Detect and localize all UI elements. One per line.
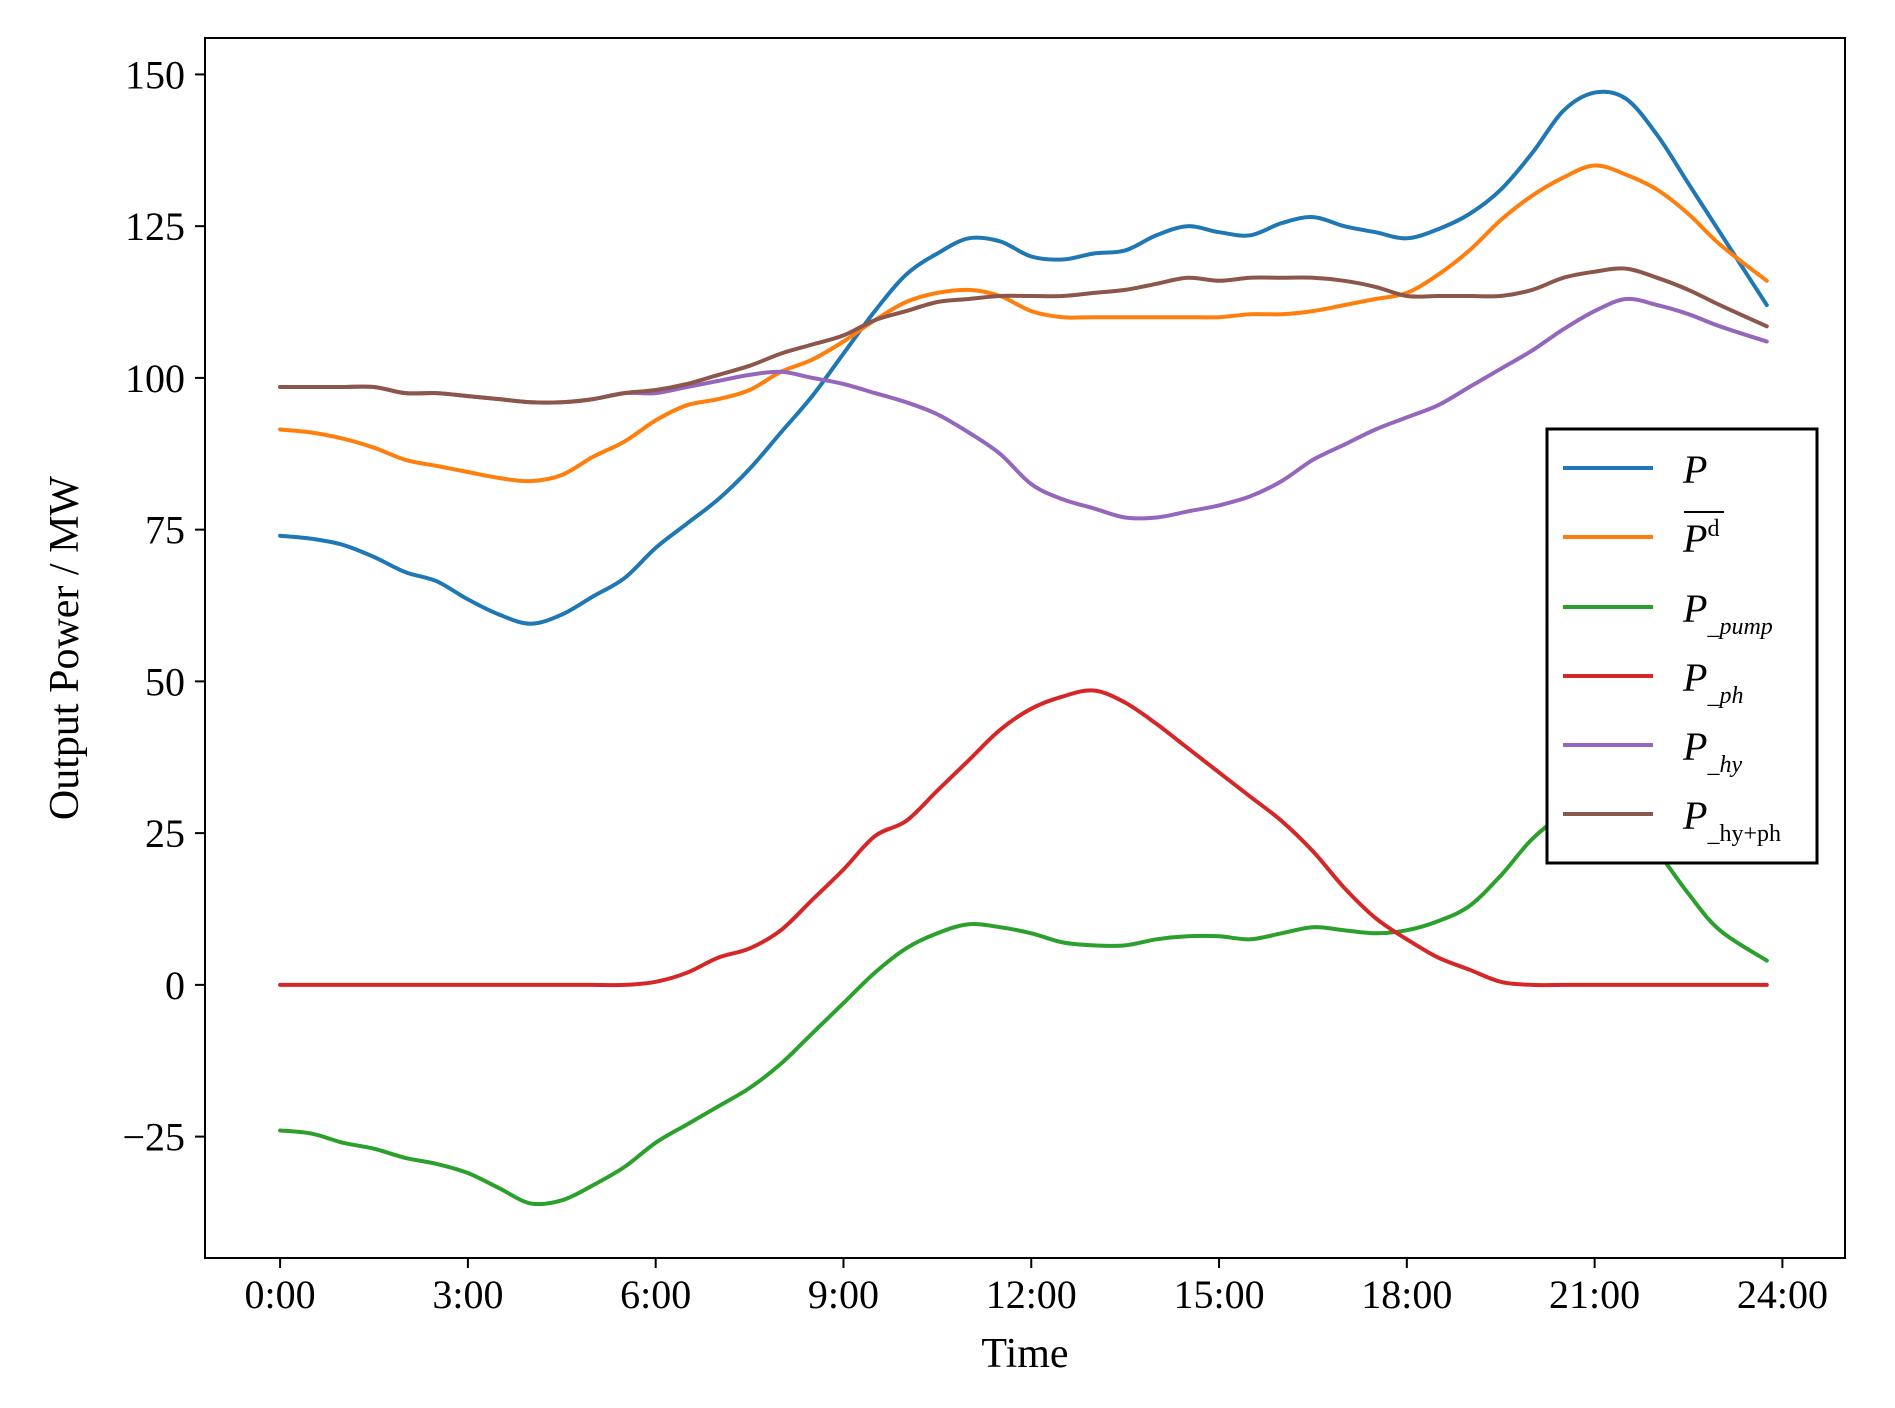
y-tick-label: 25 [145, 811, 185, 856]
series-line-2 [278, 800, 1769, 1207]
y-tick-label: 50 [145, 659, 185, 704]
y-tick-label: 100 [125, 356, 185, 401]
x-tick-label: 15:00 [1173, 1272, 1264, 1317]
legend-label-pd: Pd [1682, 516, 1719, 561]
legend-label-ph-sub: _ph [1706, 683, 1743, 709]
x-axis: 0:00 3:00 6:00 9:00 12:00 15:00 18:00 21:00 24:0… [245, 1258, 1828, 1317]
x-tick-label: 9:00 [808, 1272, 879, 1317]
x-tick-label: 0:00 [245, 1272, 316, 1317]
y-tick-label: 125 [125, 204, 185, 249]
y-axis-label: Output Power / MW [42, 476, 88, 821]
legend-label-pd-main: P [1682, 516, 1707, 561]
legend-label-pd-sup: d [1707, 516, 1719, 542]
legend-box [1545, 427, 1819, 865]
legend-label-ph-main: P [1682, 655, 1707, 700]
x-tick-label: 6:00 [620, 1272, 691, 1317]
y-tick-label: 150 [125, 52, 185, 97]
series-line-3 [278, 688, 1769, 988]
series-line-5 [278, 266, 1769, 405]
y-tick-label: 0 [165, 963, 185, 1008]
x-tick-label: 12:00 [986, 1272, 1077, 1317]
legend-label-hy: P_hy [1682, 724, 1742, 778]
legend-label-hy-main: P [1682, 724, 1707, 769]
legend-label-pump: P_pump [1682, 586, 1773, 640]
series-line-0 [278, 89, 1769, 626]
x-tick-label: 18:00 [1361, 1272, 1452, 1317]
y-tick-label: −25 [122, 1115, 185, 1160]
x-tick-label: 24:00 [1737, 1272, 1828, 1317]
legend-label-pump-main: P [1682, 586, 1707, 631]
legend-label-hyph-sub: _hy+ph [1706, 821, 1781, 847]
plot-lines [278, 89, 1769, 1207]
legend: P Pd P_pump P_ph P_hy P_hy+ph [1545, 427, 1819, 865]
legend-label-hyph: P_hy+ph [1682, 793, 1781, 847]
series-line-1 [278, 163, 1769, 484]
legend-label-hy-sub: _hy [1706, 752, 1742, 778]
legend-label-hyph-main: P [1682, 793, 1707, 838]
legend-label-p: P [1682, 447, 1707, 492]
x-tick-label: 3:00 [432, 1272, 503, 1317]
legend-label-p-main: P [1682, 447, 1707, 492]
legend-label-ph: P_ph [1682, 655, 1743, 709]
y-tick-label: 75 [145, 508, 185, 553]
y-axis: −25 0 25 50 75 100 125 150 [122, 52, 205, 1160]
legend-label-pump-sub: _pump [1706, 614, 1772, 640]
x-axis-label: Time [981, 1331, 1068, 1377]
plot-frame [204, 37, 1846, 1259]
x-tick-label: 21:00 [1549, 1272, 1640, 1317]
